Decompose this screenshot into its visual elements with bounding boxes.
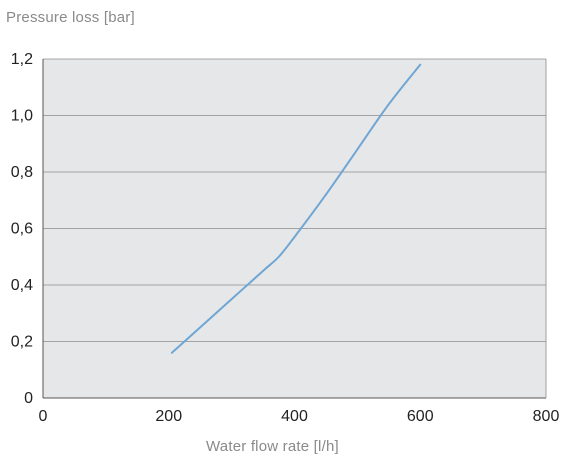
series-line (170, 63, 422, 354)
y-tick-label: 1,2 (11, 51, 33, 68)
x-tick-label: 400 (281, 408, 308, 425)
y-tick-label: 1,0 (11, 108, 33, 125)
x-tick-label: 0 (39, 408, 48, 425)
y-tick-label: 0 (24, 390, 33, 407)
y-tick-labels: 0 0,2 0,4 0,6 0,8 1,0 1,2 (11, 51, 33, 407)
y-axis-title: Pressure loss [bar] (6, 9, 135, 26)
series-layer (170, 63, 422, 354)
grid-lines (43, 58, 546, 342)
x-tick-labels: 0 200 400 600 800 (39, 408, 560, 425)
x-tick-label: 600 (407, 408, 434, 425)
y-tick-label: 0,4 (11, 277, 33, 294)
y-tick-label: 0,2 (11, 334, 33, 351)
y-tick-label: 0,6 (11, 221, 33, 238)
x-tick-label: 200 (155, 408, 182, 425)
x-axis-title: Water flow rate [l/h] (206, 438, 339, 455)
x-tick-label: 800 (533, 408, 560, 425)
y-tick-label: 0,8 (11, 164, 33, 181)
axes (42, 59, 547, 399)
